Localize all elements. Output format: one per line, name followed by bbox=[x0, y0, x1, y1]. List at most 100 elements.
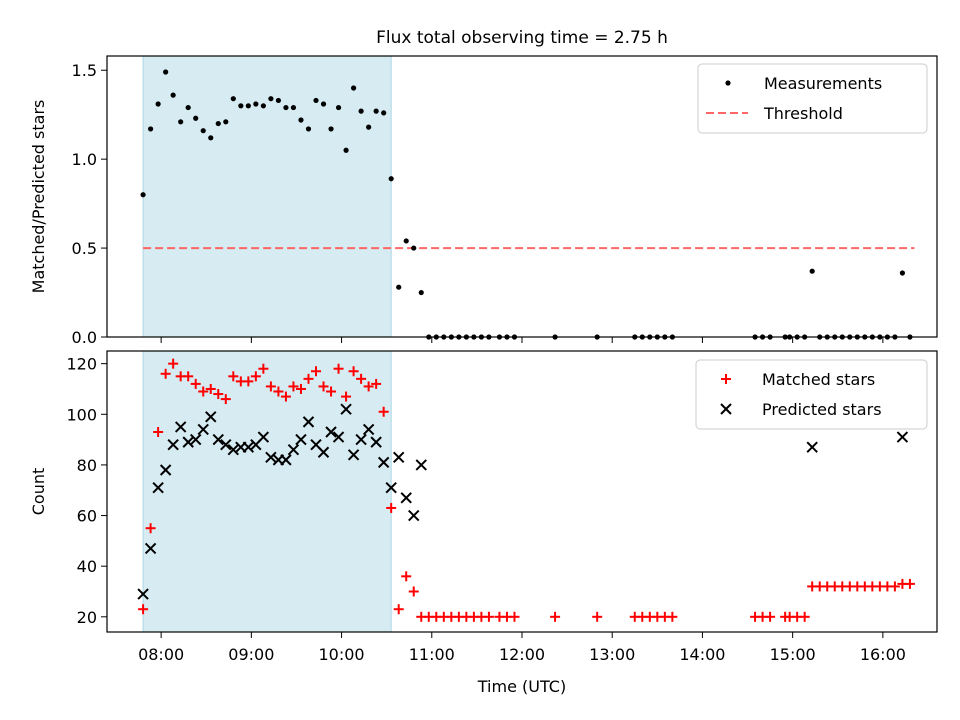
predicted-star-point bbox=[205, 411, 217, 423]
predicted-star-point bbox=[257, 431, 270, 443]
matched-star-point bbox=[386, 502, 397, 513]
predicted-star-point bbox=[152, 481, 164, 494]
count-panel: 20 40 60 80 100 120 08:00 09:00 10:00 11:00 12:00 1… bbox=[29, 350, 938, 696]
x-tick-label: 14:00 bbox=[679, 645, 725, 664]
matched-star-point bbox=[228, 371, 239, 382]
matched-star-point bbox=[889, 581, 900, 592]
measurement-point bbox=[396, 284, 402, 290]
y-tick-label: 80 bbox=[77, 456, 97, 475]
measurement-point bbox=[178, 119, 184, 125]
y-tick-label: 20 bbox=[77, 608, 97, 627]
y-tick-label: 1.0 bbox=[72, 150, 97, 169]
x-tick-label: 09:00 bbox=[228, 645, 274, 664]
predicted-star-point bbox=[400, 492, 412, 504]
x-tick-label: 13:00 bbox=[589, 645, 635, 664]
measurement-point bbox=[328, 126, 334, 132]
measurement-point bbox=[411, 245, 417, 251]
measurement-point bbox=[373, 108, 379, 114]
x-tick-label: 08:00 bbox=[138, 645, 184, 664]
legend-marker-matched bbox=[721, 374, 731, 384]
x-tick-label: 12:00 bbox=[499, 645, 545, 664]
measurement-point bbox=[343, 147, 349, 153]
legend-marker-predicted bbox=[720, 403, 732, 415]
matched-star-point bbox=[393, 604, 404, 615]
matched-star-point bbox=[904, 578, 915, 589]
predicted-star-point bbox=[362, 423, 375, 436]
matched-star-point bbox=[280, 391, 291, 402]
predicted-star-point bbox=[167, 438, 179, 451]
predicted-star-point bbox=[332, 431, 345, 443]
measurement-point bbox=[899, 270, 906, 276]
predicted-star-point bbox=[287, 444, 300, 456]
predicted-star-point bbox=[302, 416, 315, 428]
matched-star-point bbox=[348, 366, 359, 377]
measurement-point bbox=[275, 97, 282, 104]
predicted-star-point bbox=[340, 403, 352, 415]
matched-star-point bbox=[153, 427, 164, 438]
measurement-point bbox=[148, 126, 154, 132]
matched-star-point bbox=[371, 378, 382, 389]
predicted-star-point bbox=[295, 433, 307, 446]
matched-star-point bbox=[190, 378, 201, 389]
predicted-star-point bbox=[370, 436, 382, 448]
predicted-star-point bbox=[265, 451, 277, 464]
matched-star-point bbox=[288, 381, 299, 392]
x-tick-label: 10:00 bbox=[319, 645, 365, 664]
matched-star-point bbox=[138, 604, 149, 615]
predicted-star-point bbox=[325, 426, 337, 438]
legend-box bbox=[695, 359, 928, 430]
legend-box bbox=[697, 63, 928, 134]
measurement-point bbox=[366, 124, 372, 130]
predicted-star-point bbox=[137, 588, 149, 600]
matched-star-point bbox=[509, 611, 520, 622]
matched-star-point bbox=[265, 381, 276, 392]
predicted-star-point bbox=[806, 441, 818, 453]
legend-label: Matched stars bbox=[762, 370, 875, 389]
y-tick-label: 40 bbox=[77, 557, 97, 576]
measurement-point bbox=[335, 104, 342, 111]
matched-star-point bbox=[258, 363, 269, 374]
measurement-point bbox=[358, 108, 364, 114]
matched-star-point bbox=[273, 386, 284, 397]
predicted-star-point bbox=[896, 431, 909, 443]
y-axis-label: Count bbox=[29, 468, 48, 516]
predicted-star-point bbox=[317, 446, 330, 458]
measurement-point bbox=[223, 119, 229, 125]
legend-marker-measurements bbox=[725, 80, 731, 86]
measurement-point bbox=[155, 101, 161, 107]
matched-star-point bbox=[243, 376, 254, 387]
y-axis-label: Matched/Predicted stars bbox=[29, 100, 48, 294]
y-tick-label: 0.5 bbox=[72, 239, 97, 258]
matched-star-point bbox=[198, 386, 209, 397]
y-tick-label: 100 bbox=[66, 405, 97, 424]
x-tick-label: 11:00 bbox=[409, 645, 455, 664]
predicted-star-point bbox=[190, 433, 202, 446]
matched-star-point bbox=[205, 383, 216, 394]
matched-star-point bbox=[765, 611, 776, 622]
predicted-star-point bbox=[159, 464, 172, 476]
predicted-star-point bbox=[408, 509, 420, 522]
y-tick-label: 0.0 bbox=[72, 328, 97, 347]
measurement-point bbox=[200, 128, 206, 134]
predicted-star-point bbox=[220, 438, 232, 451]
measurement-point bbox=[230, 96, 236, 102]
matched-star-point bbox=[213, 389, 224, 400]
measurement-point bbox=[185, 104, 191, 111]
predicted-star-point bbox=[227, 444, 240, 456]
predicted-star-point bbox=[182, 436, 194, 448]
matched-star-point bbox=[363, 381, 374, 392]
matched-star-point bbox=[401, 571, 412, 582]
measurement-point bbox=[313, 97, 319, 104]
legend: Matched stars Predicted stars bbox=[695, 359, 928, 430]
measurement-point bbox=[283, 104, 289, 111]
measurement-point bbox=[418, 289, 424, 296]
measurement-point bbox=[253, 101, 259, 107]
matched-star-point bbox=[483, 611, 494, 622]
measurement-point bbox=[305, 126, 312, 132]
measurement-point bbox=[215, 120, 221, 127]
matched-star-point bbox=[160, 368, 171, 379]
matched-star-point bbox=[168, 358, 179, 369]
measurement-point bbox=[268, 96, 274, 102]
matched-star-point bbox=[145, 523, 156, 534]
